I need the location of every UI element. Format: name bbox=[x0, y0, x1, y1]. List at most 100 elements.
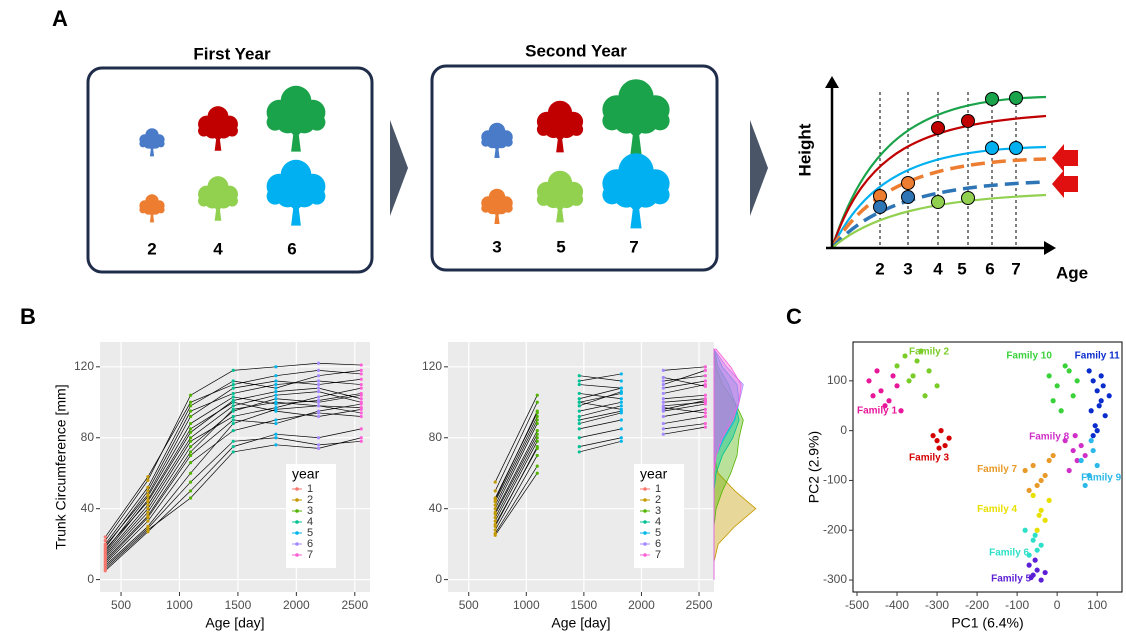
point bbox=[146, 511, 149, 514]
point bbox=[1037, 513, 1042, 518]
family-label: Family 6 bbox=[989, 547, 1029, 558]
point bbox=[894, 363, 899, 368]
point bbox=[274, 374, 277, 377]
point bbox=[578, 397, 581, 400]
point bbox=[1101, 383, 1106, 388]
point bbox=[317, 374, 320, 377]
point bbox=[1035, 483, 1040, 488]
box-title: First Year bbox=[193, 44, 271, 63]
point bbox=[232, 404, 235, 407]
point bbox=[146, 507, 149, 510]
legend-swatch bbox=[295, 509, 299, 513]
point bbox=[274, 418, 277, 421]
box-title: Second Year bbox=[525, 41, 627, 60]
point bbox=[189, 394, 192, 397]
point bbox=[914, 358, 919, 363]
point bbox=[1039, 543, 1044, 548]
point bbox=[936, 445, 941, 450]
y-tick-label: -300 bbox=[823, 572, 847, 586]
point bbox=[662, 379, 665, 382]
point bbox=[704, 402, 707, 405]
point bbox=[902, 353, 907, 358]
year-box bbox=[432, 66, 717, 270]
point bbox=[232, 386, 235, 389]
point bbox=[274, 433, 277, 436]
point bbox=[1093, 423, 1098, 428]
point bbox=[189, 472, 192, 475]
point bbox=[890, 373, 895, 378]
point bbox=[104, 548, 107, 551]
point bbox=[274, 436, 277, 439]
point bbox=[1095, 388, 1100, 393]
legend-title: year bbox=[640, 466, 668, 482]
point bbox=[189, 454, 192, 457]
age-label: 5 bbox=[556, 237, 565, 256]
point bbox=[930, 433, 935, 438]
point bbox=[662, 433, 665, 436]
y-tick-label: 0 bbox=[435, 572, 442, 586]
x-tick-label: 1500 bbox=[225, 598, 252, 612]
point bbox=[146, 519, 149, 522]
point bbox=[146, 528, 149, 531]
point bbox=[494, 500, 497, 503]
point bbox=[232, 379, 235, 382]
point bbox=[578, 445, 581, 448]
point bbox=[104, 562, 107, 565]
point bbox=[360, 363, 363, 366]
point bbox=[1033, 558, 1038, 563]
year-box bbox=[88, 68, 372, 272]
point bbox=[274, 386, 277, 389]
point bbox=[1043, 473, 1048, 478]
point bbox=[1051, 398, 1056, 403]
panel-label: C bbox=[786, 304, 802, 329]
point bbox=[317, 399, 320, 402]
age-label: 3 bbox=[492, 237, 501, 256]
y-tick-label: 100 bbox=[827, 373, 847, 387]
y-tick-label: 80 bbox=[429, 430, 443, 444]
point bbox=[189, 445, 192, 448]
point bbox=[620, 397, 623, 400]
point bbox=[189, 404, 192, 407]
point bbox=[104, 539, 107, 542]
legend-swatch bbox=[295, 531, 299, 535]
x-tick-label: -200 bbox=[965, 598, 989, 612]
panel-label: A bbox=[52, 6, 68, 31]
point bbox=[874, 368, 879, 373]
chevron bbox=[390, 120, 408, 216]
legend-swatch bbox=[643, 509, 647, 513]
point bbox=[1079, 443, 1084, 448]
legend-swatch bbox=[643, 487, 647, 491]
y-tick-label: 80 bbox=[81, 430, 95, 444]
point bbox=[662, 369, 665, 372]
schematic-tick: 2 bbox=[875, 259, 884, 278]
point bbox=[317, 436, 320, 439]
schematic-tick: 5 bbox=[957, 259, 966, 278]
point bbox=[1089, 438, 1094, 443]
point bbox=[274, 397, 277, 400]
point bbox=[360, 397, 363, 400]
point bbox=[1079, 458, 1084, 463]
point bbox=[232, 408, 235, 411]
point bbox=[662, 383, 665, 386]
point bbox=[360, 392, 363, 395]
x-tick-label: 2500 bbox=[341, 598, 368, 612]
point bbox=[232, 415, 235, 418]
point bbox=[317, 415, 320, 418]
point bbox=[189, 415, 192, 418]
x-tick-label: 100 bbox=[1087, 598, 1107, 612]
point bbox=[232, 450, 235, 453]
point bbox=[1087, 368, 1092, 373]
point bbox=[942, 443, 947, 448]
point bbox=[1051, 453, 1056, 458]
x-tick-label: 2500 bbox=[686, 598, 713, 612]
point bbox=[317, 379, 320, 382]
point bbox=[1099, 398, 1104, 403]
y-tick-label: 40 bbox=[429, 501, 443, 515]
point bbox=[274, 422, 277, 425]
schematic bbox=[825, 76, 1078, 255]
point bbox=[1031, 538, 1036, 543]
point bbox=[232, 392, 235, 395]
point bbox=[232, 429, 235, 432]
